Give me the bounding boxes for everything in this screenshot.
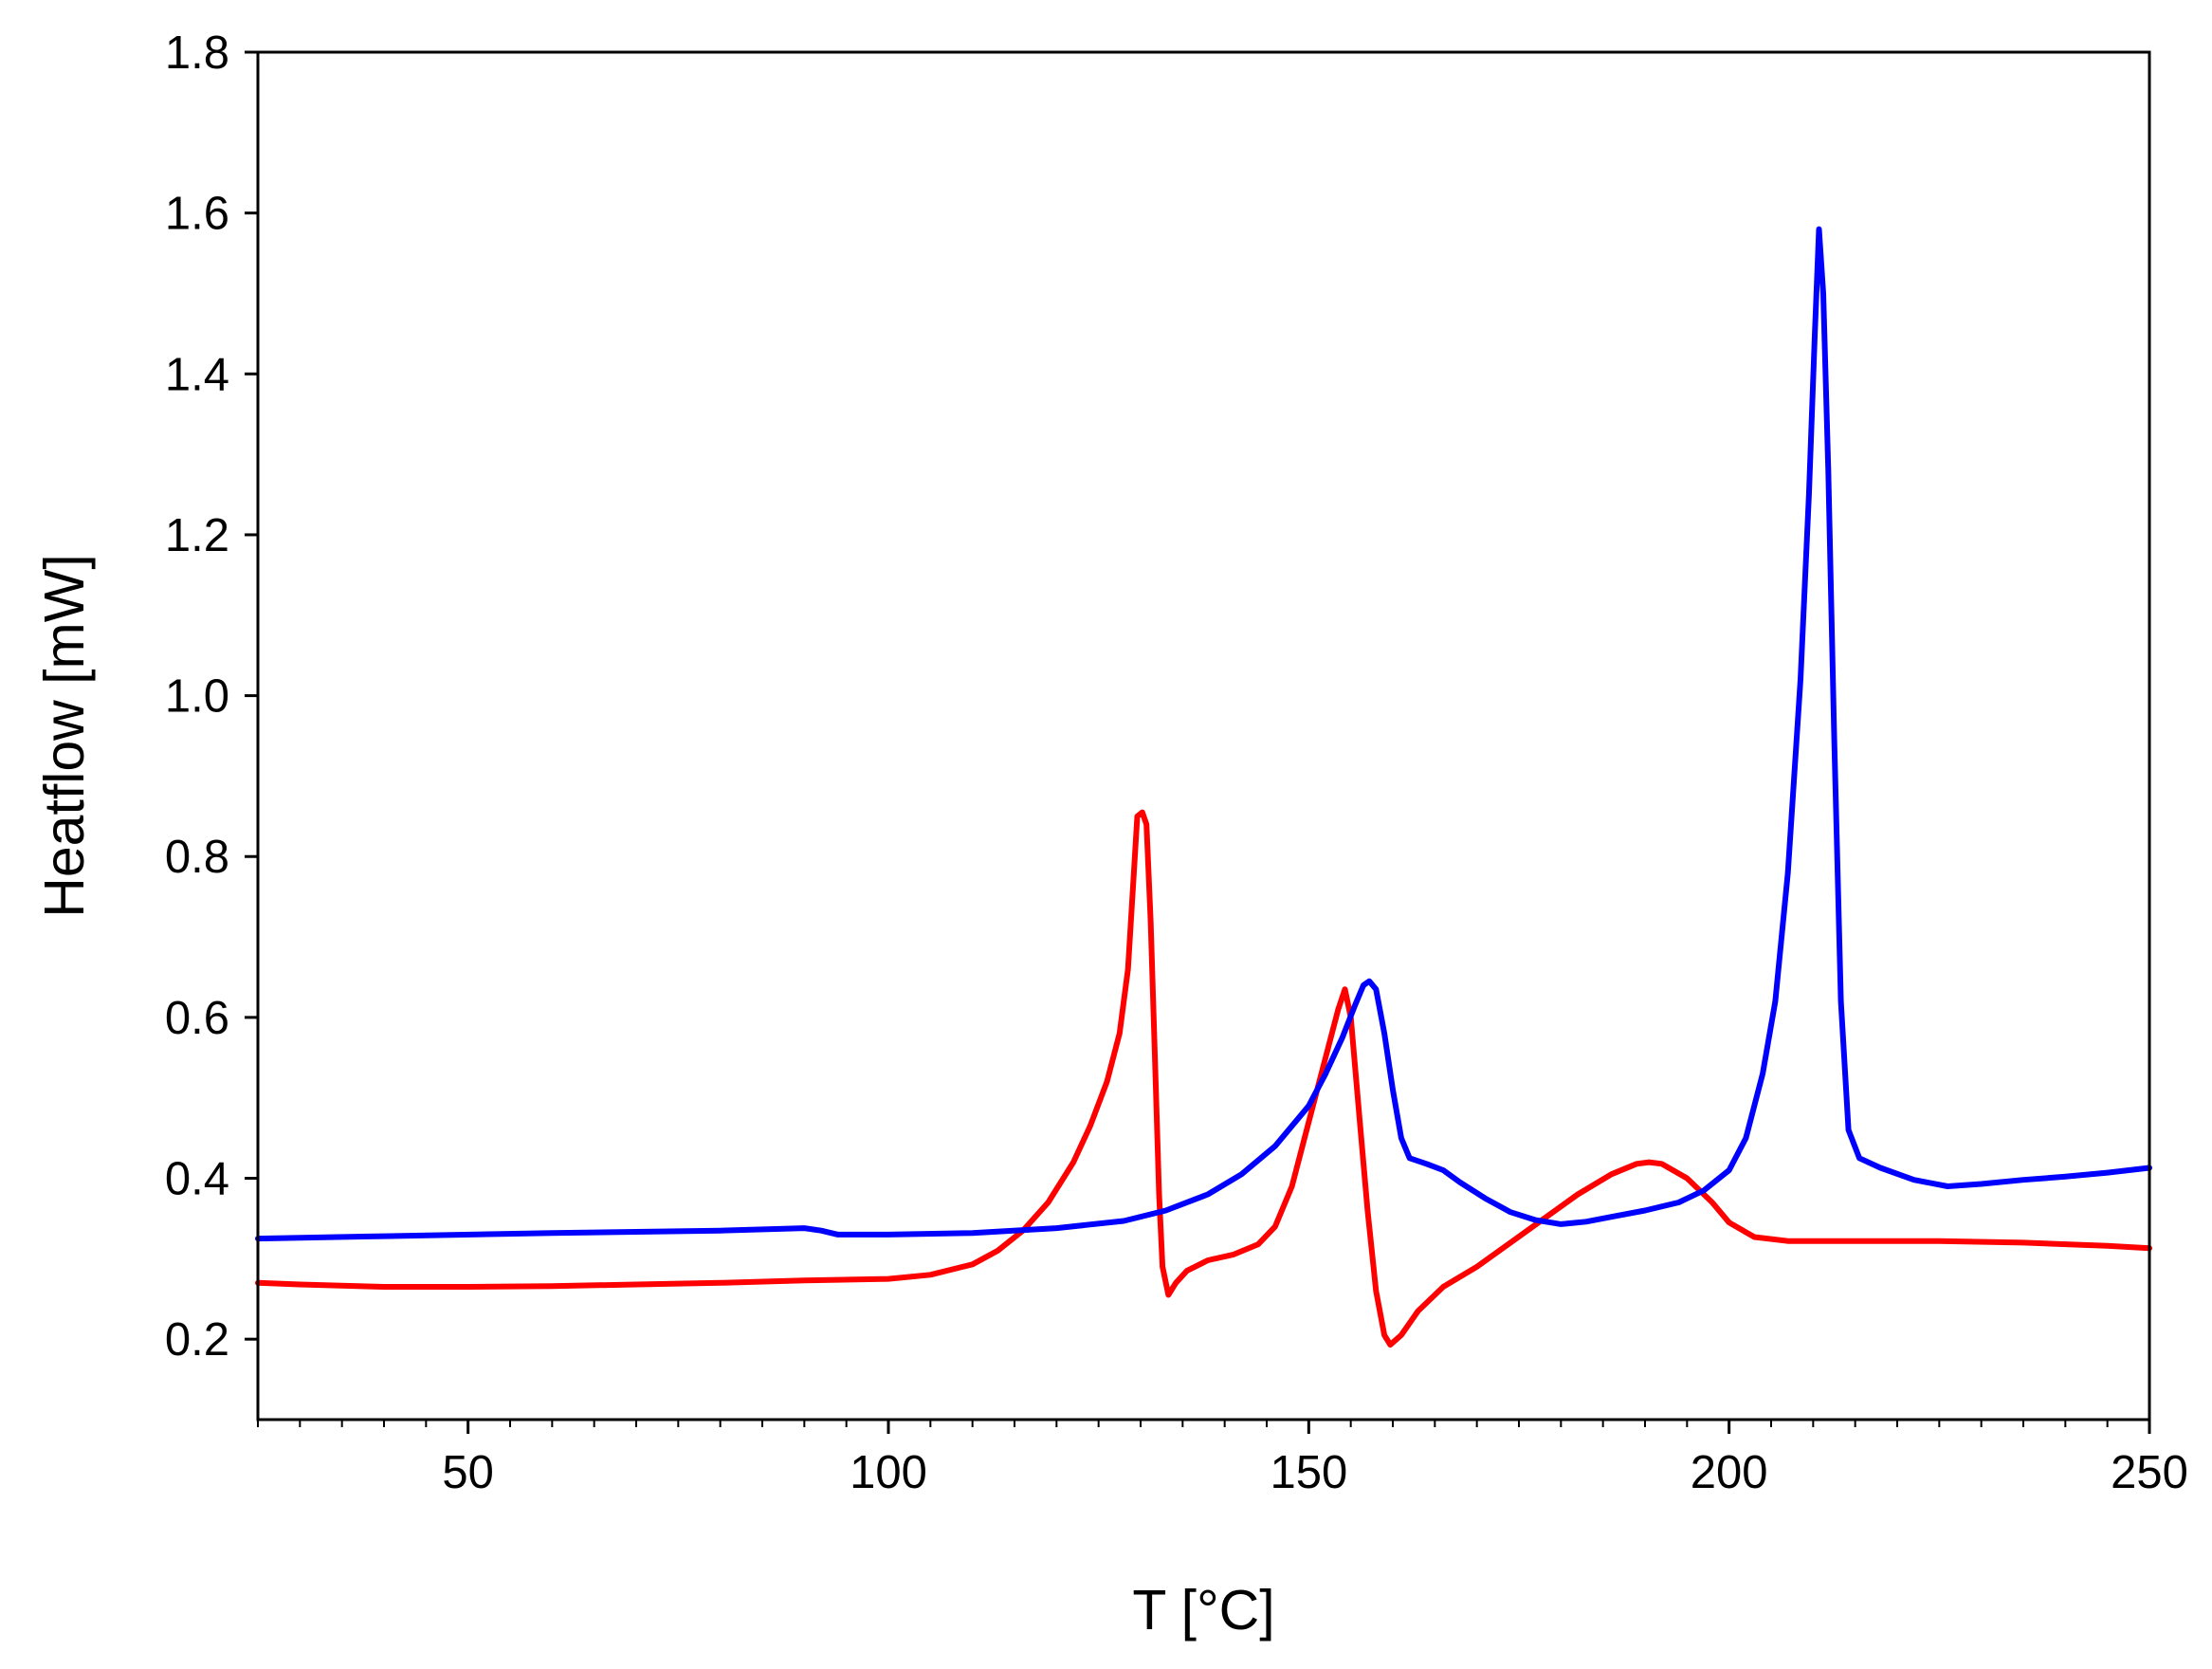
y-tick-label: 0.2: [165, 1314, 229, 1366]
y-tick-label: 1.0: [165, 671, 229, 723]
y-axis: 0.2 0.4 0.6 0.8 1.0 1.2 1.4 1.6 1.8: [165, 28, 258, 1366]
series-line-1: [255, 809, 2152, 1348]
y-tick-label: 0.4: [165, 1154, 229, 1205]
y-tick-label: 1.8: [165, 28, 229, 79]
x-axis: 50 100 150 200 250: [257, 1420, 2188, 1498]
y-axis-title: Heatflow [mW]: [33, 554, 96, 918]
y-tick-label: 1.4: [165, 349, 229, 400]
plot-frame: [256, 50, 2151, 1421]
x-axis-title: T [°C]: [1132, 1579, 1274, 1641]
y-tick-label: 0.6: [165, 993, 229, 1044]
y-tick-label: 0.8: [165, 832, 229, 883]
x-tick-label: 200: [1691, 1447, 1768, 1498]
x-tick-label: 100: [850, 1447, 927, 1498]
x-tick-label: 250: [2111, 1447, 2188, 1498]
x-tick-label: 150: [1270, 1447, 1347, 1498]
series-line-2: [255, 226, 2152, 1242]
x-tick-label: 50: [442, 1447, 494, 1498]
y-tick-label: 1.6: [165, 189, 229, 240]
y-tick-label: 1.2: [165, 510, 229, 561]
series-layer: [255, 226, 2152, 1348]
